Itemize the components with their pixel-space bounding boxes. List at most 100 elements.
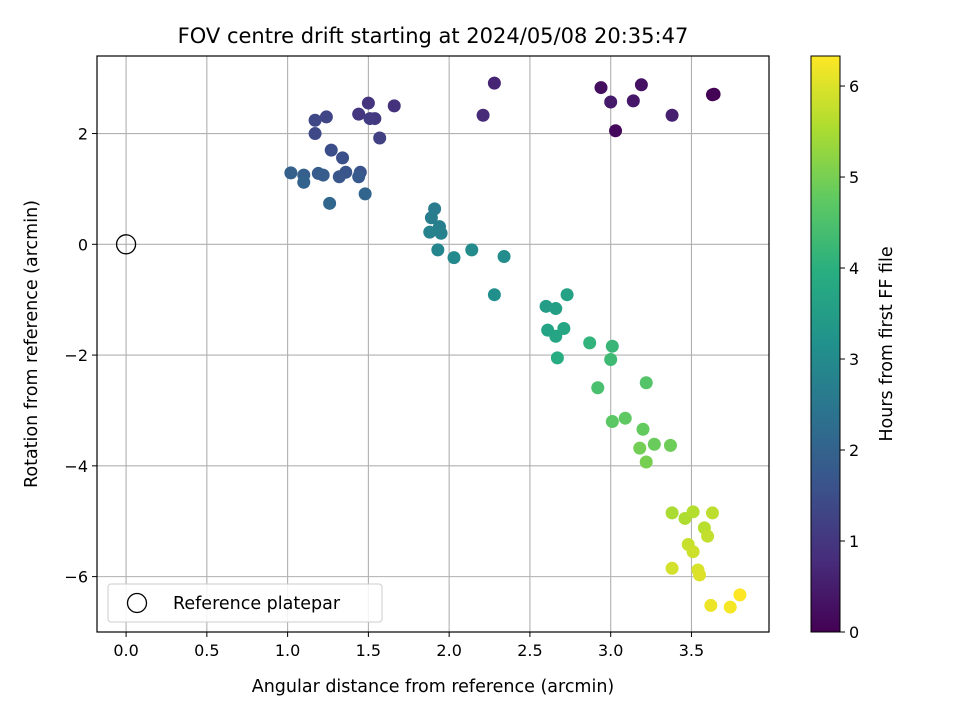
data-point xyxy=(487,288,501,302)
data-point xyxy=(308,127,322,141)
y-tick-label: −6 xyxy=(64,568,88,587)
data-point xyxy=(423,225,437,239)
data-point xyxy=(663,438,677,452)
data-point xyxy=(497,249,511,263)
colorbar-tick-label: 1 xyxy=(849,532,859,551)
data-point xyxy=(434,226,448,240)
data-point xyxy=(686,545,700,559)
colorbar-tick-label: 0 xyxy=(849,623,859,642)
y-axis-ticks: −6 −4 −2 0 2 xyxy=(64,125,97,587)
data-point xyxy=(560,288,574,302)
data-point xyxy=(636,422,650,436)
data-point xyxy=(387,99,401,113)
colorbar-label: Hours from first FF file xyxy=(877,246,897,441)
data-point xyxy=(549,302,563,316)
grid xyxy=(97,56,769,632)
data-point xyxy=(633,441,647,455)
data-point xyxy=(431,243,445,257)
colorbar-tick-label: 6 xyxy=(849,77,859,96)
legend-box xyxy=(107,583,383,623)
legend-label-reference: Reference platepar xyxy=(173,594,341,614)
x-tick-label: 0.5 xyxy=(194,641,219,660)
data-point xyxy=(550,351,564,365)
data-point xyxy=(604,353,618,367)
data-point xyxy=(634,78,648,92)
data-point xyxy=(487,76,501,90)
colorbar-tick-label: 2 xyxy=(849,441,859,460)
data-point xyxy=(704,598,718,612)
y-tick-label: −2 xyxy=(64,346,88,365)
data-point xyxy=(618,411,632,425)
data-point xyxy=(352,170,366,184)
data-point xyxy=(609,124,623,138)
data-point xyxy=(647,437,661,451)
data-point xyxy=(591,381,605,395)
data-point xyxy=(284,166,298,180)
data-point xyxy=(639,376,653,390)
data-point xyxy=(701,529,715,543)
data-point xyxy=(323,196,337,210)
reference-layer xyxy=(115,234,137,255)
data-point xyxy=(332,170,346,184)
data-point xyxy=(605,339,619,353)
x-axis-label: Angular distance from reference (arcmin) xyxy=(252,677,615,697)
data-point xyxy=(308,113,322,127)
legend-marker-reference xyxy=(126,592,148,614)
x-tick-label: 1.5 xyxy=(356,641,381,660)
x-tick-label: 2.5 xyxy=(517,641,542,660)
data-point xyxy=(319,110,333,124)
legend: Reference platepar xyxy=(107,583,383,623)
data-point xyxy=(686,505,700,519)
data-point xyxy=(723,600,737,614)
data-point xyxy=(583,336,597,350)
plot-frame xyxy=(96,55,770,633)
x-tick-label: 2.0 xyxy=(436,641,461,660)
data-point xyxy=(324,143,338,157)
data-point xyxy=(665,108,679,122)
data-point xyxy=(557,321,571,335)
data-point xyxy=(352,107,366,121)
colorbar-tick-label: 4 xyxy=(849,259,859,278)
x-tick-label: 0.0 xyxy=(113,641,138,660)
data-point xyxy=(316,168,330,182)
y-tick-label: −4 xyxy=(64,457,88,476)
data-point xyxy=(626,94,640,108)
data-point xyxy=(297,175,311,189)
data-point xyxy=(424,211,438,225)
colorbar-ticks: 0 1 2 3 4 5 6 xyxy=(840,77,859,642)
data-point xyxy=(465,243,479,257)
data-point xyxy=(358,187,372,201)
y-tick-label: 0 xyxy=(78,235,88,254)
data-point xyxy=(639,455,653,469)
data-point xyxy=(363,112,377,126)
reference-point xyxy=(115,234,137,255)
y-axis-label: Rotation from reference (arcmin) xyxy=(22,200,42,488)
data-point xyxy=(604,95,618,109)
data-point xyxy=(539,299,553,313)
data-point xyxy=(693,568,707,582)
x-tick-label: 1.0 xyxy=(275,641,300,660)
data-point xyxy=(361,96,375,110)
data-point xyxy=(705,88,719,102)
data-point xyxy=(605,415,619,429)
colorbar xyxy=(810,55,841,633)
x-axis-ticks: 0.0 0.5 1.0 1.5 2.0 2.5 3.0 3.5 xyxy=(113,632,704,660)
data-point xyxy=(665,506,679,520)
data-point xyxy=(594,81,608,95)
data-point xyxy=(373,131,387,145)
data-point xyxy=(336,151,350,165)
data-point xyxy=(476,108,490,122)
chart-title: FOV centre drift starting at 2024/05/08 … xyxy=(178,24,689,48)
data-point xyxy=(665,561,679,575)
y-tick-label: 2 xyxy=(78,125,88,144)
colorbar-tick-label: 3 xyxy=(849,350,859,369)
x-tick-label: 3.5 xyxy=(679,641,704,660)
colorbar-tick-label: 5 xyxy=(849,168,859,187)
data-point xyxy=(549,329,563,343)
data-points xyxy=(284,76,747,614)
data-point xyxy=(705,506,719,520)
data-point xyxy=(733,588,747,602)
x-tick-label: 3.0 xyxy=(598,641,623,660)
data-point xyxy=(447,251,461,265)
